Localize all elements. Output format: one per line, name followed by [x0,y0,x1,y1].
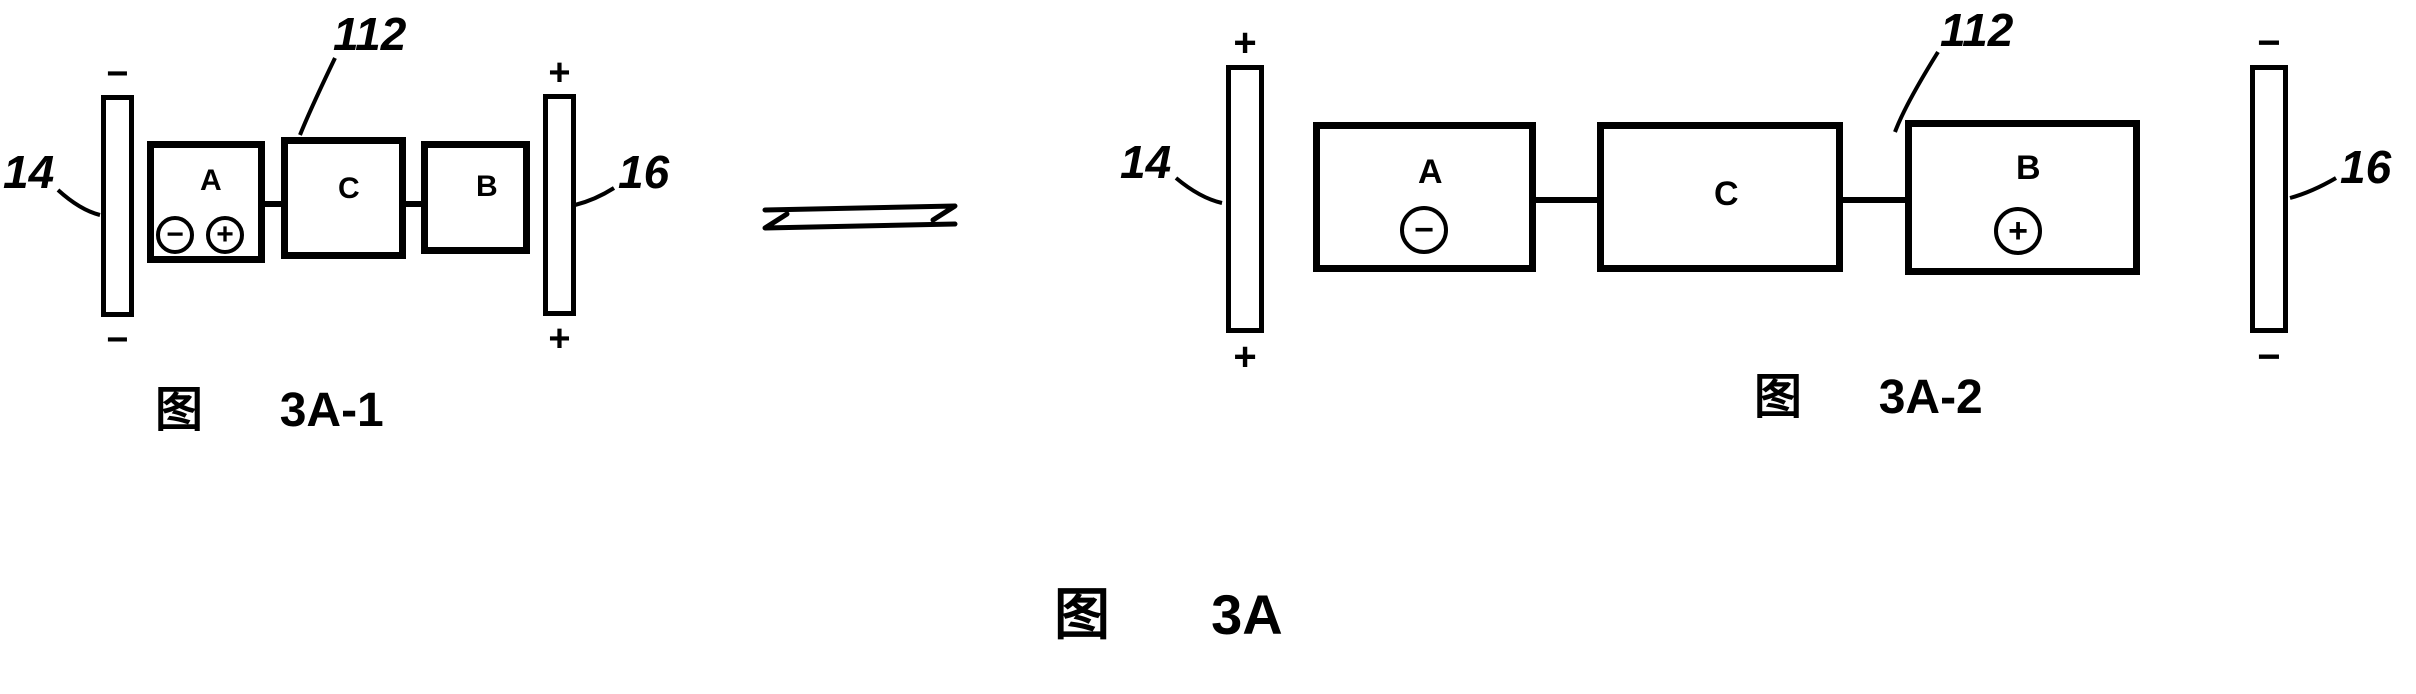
electrode-right-R-bot-sign: − [2249,335,2289,380]
electrode-right-R-top-sign: − [2249,21,2289,66]
electrode-right-R [2250,65,2288,333]
box-C-right-label: C [1714,175,1739,214]
electrode-right-L-top-sign: + [1225,21,1265,66]
caption-3a-b: 3A [1211,583,1283,646]
electrode-right-L [1226,65,1264,333]
caption-3a2: 图 3A-2 [1754,357,1983,427]
box-B-right-plus-icon: + [1994,207,2042,255]
box-C-right: C [1597,122,1843,272]
plus-sign: + [2008,214,2028,248]
caption-3a-a: 图 [1054,583,1110,646]
box-A-right-label: A [1418,153,1443,192]
caption-3a2-a: 图 [1754,371,1802,424]
caption-3a: 图 3A [1054,570,1283,651]
connector-AC-right [1536,197,1597,203]
electrode-right-L-bot-sign: + [1225,335,1265,380]
box-B-right-label: B [2016,149,2041,188]
caption-3a2-b: 3A-2 [1879,371,1983,424]
box-A-right-minus-icon: − [1400,206,1448,254]
diagram-canvas: 112 14 16 − − + + A − + C B 图 3A-1 112 [0,0,2416,694]
minus-sign: − [1414,213,1434,247]
connector-CB-right [1843,197,1905,203]
